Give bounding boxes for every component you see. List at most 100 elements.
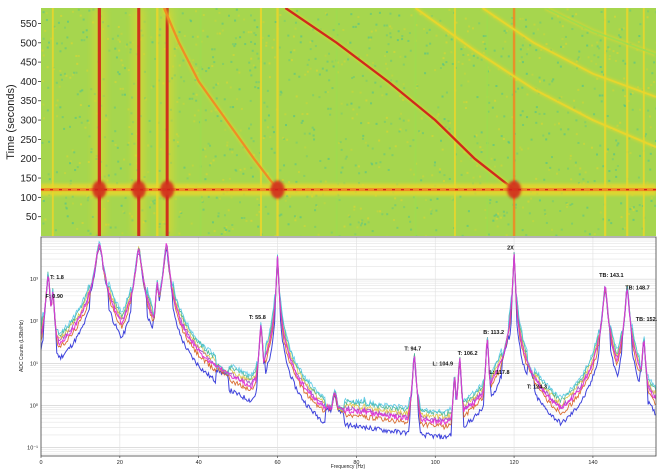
noise-speck <box>371 147 374 150</box>
noise-speck <box>59 106 62 109</box>
noise-speck <box>577 88 580 91</box>
noise-speck <box>340 148 343 151</box>
noise-speck <box>614 59 617 62</box>
noise-speck <box>175 46 178 49</box>
noise-speck <box>188 173 191 176</box>
noise-speck <box>299 216 302 219</box>
noise-speck <box>389 32 392 35</box>
event-hotspot <box>92 180 107 199</box>
y-tick-label: 10³ <box>30 277 38 283</box>
noise-speck <box>73 71 76 74</box>
noise-speck <box>311 40 314 43</box>
noise-speck <box>120 59 123 62</box>
noise-speck <box>632 206 635 209</box>
noise-speck <box>391 207 394 210</box>
noise-speck <box>424 198 427 201</box>
noise-speck <box>319 28 322 31</box>
noise-speck <box>488 101 491 104</box>
noise-speck <box>59 73 62 76</box>
noise-speck <box>365 99 368 102</box>
noise-speck <box>201 200 204 203</box>
noise-speck <box>618 28 621 31</box>
noise-speck <box>631 92 634 95</box>
noise-speck <box>349 54 352 57</box>
noise-speck <box>196 72 199 75</box>
noise-speck <box>48 41 51 44</box>
noise-speck <box>176 100 179 103</box>
noise-speck <box>328 79 331 82</box>
noise-speck <box>403 87 406 90</box>
noise-speck <box>560 95 563 98</box>
noise-speck <box>178 31 181 34</box>
noise-speck <box>577 182 580 185</box>
noise-speck <box>300 121 303 124</box>
noise-speck <box>445 91 448 94</box>
noise-speck <box>581 27 584 30</box>
noise-speck <box>234 43 237 46</box>
noise-speck <box>353 205 356 208</box>
noise-speck <box>615 175 618 178</box>
noise-speck <box>203 147 206 150</box>
noise-speck <box>601 94 604 97</box>
noise-speck <box>150 145 153 148</box>
noise-speck <box>575 60 578 63</box>
noise-speck <box>514 206 517 209</box>
noise-speck <box>460 173 463 176</box>
noise-speck <box>337 142 340 145</box>
noise-speck <box>402 98 405 101</box>
noise-speck <box>485 35 488 38</box>
noise-speck <box>79 90 82 93</box>
noise-speck <box>525 234 528 236</box>
noise-speck <box>87 229 90 232</box>
noise-speck <box>505 31 508 34</box>
noise-speck <box>304 146 307 149</box>
noise-speck <box>406 141 409 144</box>
noise-speck <box>545 138 548 141</box>
noise-speck <box>88 9 91 12</box>
noise-speck <box>403 28 406 31</box>
noise-speck <box>340 63 343 66</box>
noise-speck <box>596 45 599 48</box>
noise-speck <box>612 50 615 53</box>
noise-speck <box>56 42 59 45</box>
noise-speck <box>254 34 257 37</box>
noise-speck <box>354 164 357 167</box>
noise-speck <box>315 69 318 72</box>
noise-speck <box>398 117 401 120</box>
noise-speck <box>655 139 656 142</box>
noise-speck <box>581 101 584 104</box>
noise-speck <box>298 75 301 78</box>
noise-speck <box>639 108 642 111</box>
noise-speck <box>448 8 451 11</box>
noise-speck <box>80 121 83 124</box>
noise-speck <box>530 197 533 200</box>
noise-speck <box>225 226 228 229</box>
noise-speck <box>86 69 89 72</box>
noise-speck <box>492 219 495 222</box>
noise-speck <box>503 29 506 32</box>
noise-speck <box>158 222 161 225</box>
noise-speck <box>445 41 448 44</box>
noise-speck <box>532 32 535 35</box>
noise-speck <box>597 56 600 59</box>
noise-speck <box>250 219 253 222</box>
noise-speck <box>252 140 255 143</box>
noise-speck <box>250 31 253 34</box>
noise-speck <box>129 48 132 51</box>
noise-speck <box>616 52 619 55</box>
noise-speck <box>117 34 120 37</box>
noise-speck <box>471 52 474 55</box>
noise-speck <box>273 151 276 154</box>
noise-speck <box>87 160 90 163</box>
noise-speck <box>495 217 498 220</box>
noise-speck <box>105 223 108 226</box>
noise-speck <box>641 227 644 230</box>
noise-speck <box>493 158 496 161</box>
noise-speck <box>550 156 553 159</box>
noise-speck <box>545 162 548 165</box>
noise-speck <box>487 110 490 113</box>
noise-speck <box>303 174 306 177</box>
noise-speck <box>86 195 89 198</box>
noise-speck <box>650 84 653 87</box>
noise-speck <box>151 200 154 203</box>
